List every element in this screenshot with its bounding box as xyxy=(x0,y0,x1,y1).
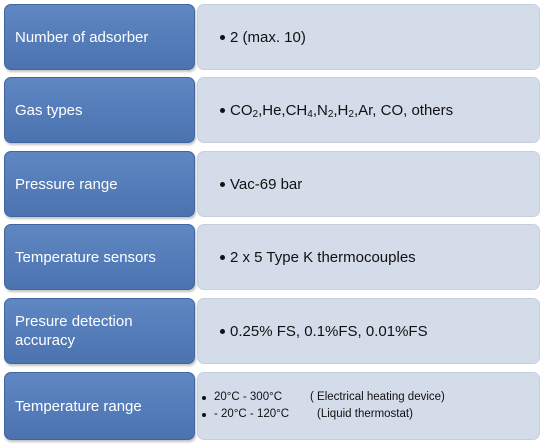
row-label-pressure-accuracy: Presure detection accuracy xyxy=(4,298,195,364)
row-value-pressure-accuracy: 0.25% FS, 0.1%FS, 0.01%FS xyxy=(197,298,540,364)
list-item: 20°C - 300°C( Electrical heating device) xyxy=(202,389,539,406)
label-text: Temperature range xyxy=(15,397,142,415)
label-text: Gas types xyxy=(15,101,83,119)
value-text: Vac-69 bar xyxy=(230,175,303,193)
value-text: CO2,He,CH4,N2,H2,Ar, CO, others xyxy=(230,101,454,120)
row-value-temperature-range: 20°C - 300°C( Electrical heating device)… xyxy=(197,372,540,440)
list-item: - 20°C - 120°C (Liquid thermostat) xyxy=(202,406,539,423)
row-label-gas-types: Gas types xyxy=(4,77,195,143)
row-value-gas-types: CO2,He,CH4,N2,H2,Ar, CO, others xyxy=(197,77,540,143)
row-value-adsorber: 2 (max. 10) xyxy=(197,4,540,70)
row-label-adsorber: Number of adsorber xyxy=(4,4,195,70)
bullet-icon xyxy=(220,34,225,40)
value-text: 2 (max. 10) xyxy=(230,28,306,46)
value-text: 0.25% FS, 0.1%FS, 0.01%FS xyxy=(230,322,428,340)
row-label-pressure-range: Pressure range xyxy=(4,151,195,217)
value-text: 2 x 5 Type K thermocouples xyxy=(230,248,416,266)
label-text: Pressure range xyxy=(15,175,118,193)
row-value-temperature-sensors: 2 x 5 Type K thermocouples xyxy=(197,224,540,290)
row-value-pressure-range: Vac-69 bar xyxy=(197,151,540,217)
bullet-icon xyxy=(220,181,225,187)
row-label-temperature-sensors: Temperature sensors xyxy=(4,224,195,290)
label-text: Number of adsorber xyxy=(15,28,149,46)
bullet-icon xyxy=(202,395,206,400)
label-text: Temperature sensors xyxy=(15,248,156,266)
bullet-icon xyxy=(220,254,225,260)
bullet-icon xyxy=(220,328,225,334)
label-text: Presure detection accuracy xyxy=(15,313,133,349)
bullet-icon xyxy=(202,412,206,417)
row-label-temperature-range: Temperature range xyxy=(4,372,195,440)
bullet-icon xyxy=(220,107,225,113)
